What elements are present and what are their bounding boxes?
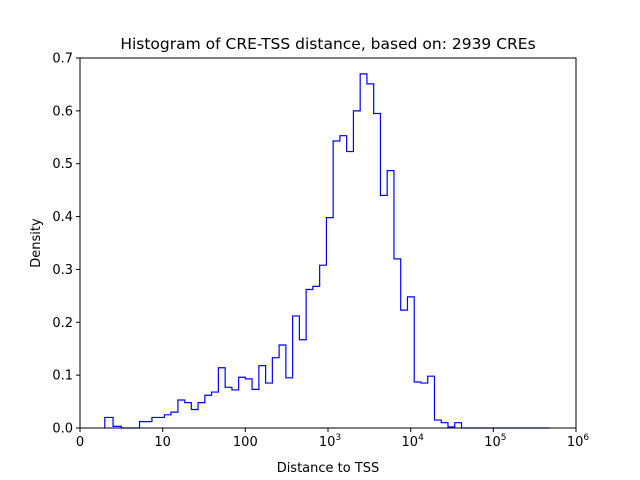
x-tick-label: 103	[319, 433, 341, 450]
histogram-step-line	[104, 73, 550, 429]
x-tick-label: 106	[567, 433, 590, 450]
y-axis-label: Density	[29, 218, 44, 268]
y-tick-label: 0.7	[52, 52, 73, 67]
x-tick-label: 100	[233, 435, 258, 450]
y-tick-label: 0.1	[52, 369, 73, 384]
x-tick-label: 0	[76, 435, 84, 450]
y-tick-label: 0.2	[52, 316, 73, 331]
y-tick-label: 0.0	[52, 422, 73, 437]
y-tick-label: 0.6	[52, 104, 73, 119]
x-tick-label: 105	[484, 433, 506, 450]
y-tick-label: 0.5	[52, 157, 73, 172]
y-axis: 0.0 0.1 0.2 0.3 0.4 0.5 0.6 0.7	[52, 52, 80, 437]
x-tick-label: 104	[402, 433, 425, 450]
x-tick-label: 10	[154, 435, 171, 450]
x-axis-label: Distance to TSS	[277, 461, 380, 476]
y-tick-label: 0.4	[52, 210, 73, 225]
x-axis: 0 10 100 103 104 105 106	[76, 428, 590, 450]
chart-title: Histogram of CRE-TSS distance, based on:…	[120, 35, 535, 53]
y-tick-label: 0.3	[52, 263, 73, 278]
plot-frame	[79, 57, 577, 429]
